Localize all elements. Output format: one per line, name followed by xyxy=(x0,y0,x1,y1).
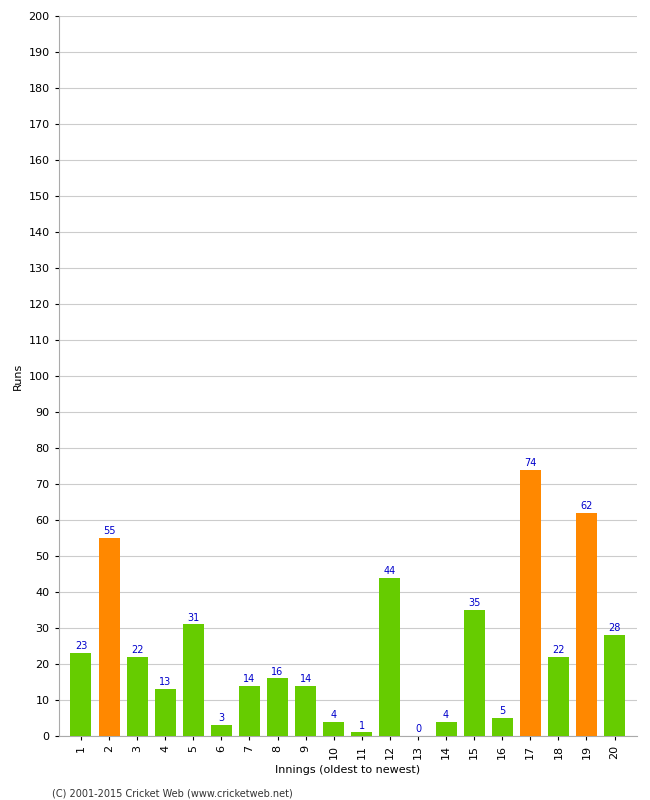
Text: 5: 5 xyxy=(499,706,505,716)
Text: 35: 35 xyxy=(468,598,480,608)
Text: 14: 14 xyxy=(243,674,255,684)
Bar xyxy=(155,690,176,736)
Text: 3: 3 xyxy=(218,714,224,723)
Text: 4: 4 xyxy=(331,710,337,720)
Bar xyxy=(295,686,316,736)
Text: 13: 13 xyxy=(159,678,172,687)
Bar xyxy=(380,578,400,736)
Text: 14: 14 xyxy=(300,674,312,684)
Text: 55: 55 xyxy=(103,526,115,536)
Text: (C) 2001-2015 Cricket Web (www.cricketweb.net): (C) 2001-2015 Cricket Web (www.cricketwe… xyxy=(52,788,292,798)
Bar xyxy=(183,624,204,736)
Text: 4: 4 xyxy=(443,710,449,720)
Bar xyxy=(604,635,625,736)
Text: 28: 28 xyxy=(608,623,621,634)
Bar xyxy=(211,726,232,736)
Bar xyxy=(267,678,288,736)
Text: 74: 74 xyxy=(524,458,536,468)
Text: 44: 44 xyxy=(384,566,396,576)
Bar xyxy=(436,722,456,736)
Bar xyxy=(239,686,260,736)
Bar xyxy=(463,610,485,736)
Bar xyxy=(491,718,513,736)
Bar xyxy=(351,733,372,736)
Bar xyxy=(99,538,120,736)
Bar xyxy=(127,657,148,736)
Text: 31: 31 xyxy=(187,613,200,622)
Bar xyxy=(548,657,569,736)
Text: 22: 22 xyxy=(552,645,565,655)
Text: 1: 1 xyxy=(359,721,365,730)
Bar xyxy=(70,653,92,736)
Bar xyxy=(576,513,597,736)
Bar xyxy=(323,722,345,736)
Text: 22: 22 xyxy=(131,645,144,655)
Bar xyxy=(520,470,541,736)
Text: 0: 0 xyxy=(415,724,421,734)
X-axis label: Innings (oldest to newest): Innings (oldest to newest) xyxy=(275,765,421,774)
Text: 16: 16 xyxy=(272,666,283,677)
Text: 62: 62 xyxy=(580,501,593,511)
Text: 23: 23 xyxy=(75,642,87,651)
Y-axis label: Runs: Runs xyxy=(13,362,23,390)
